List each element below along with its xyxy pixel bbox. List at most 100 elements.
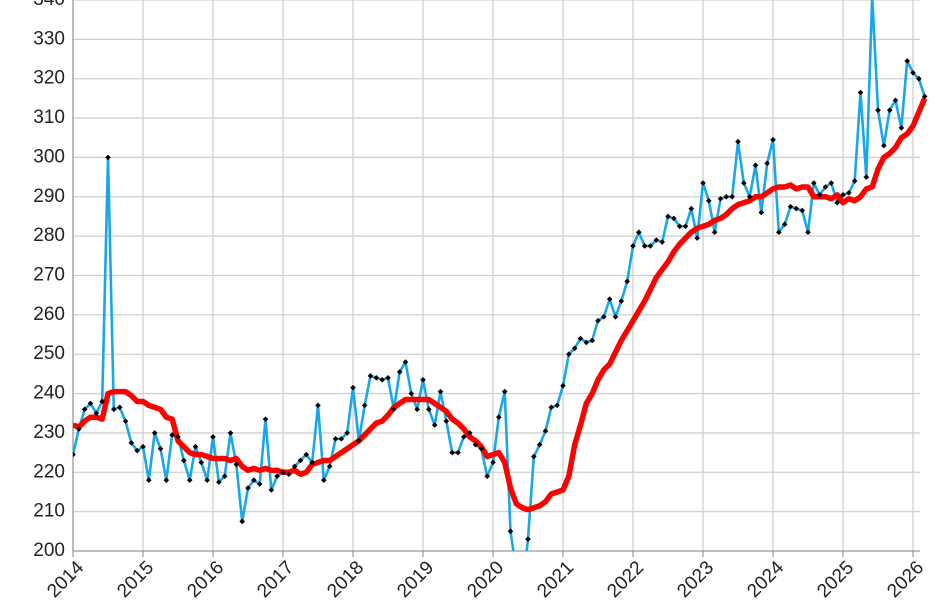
data-point (251, 477, 257, 483)
data-point (536, 441, 543, 448)
data-point (426, 406, 432, 413)
data-point (840, 192, 846, 198)
x-tick-label: 2020 (463, 557, 508, 600)
data-point (297, 457, 304, 464)
data-point (851, 178, 858, 184)
data-point (186, 477, 193, 483)
x-tick-label: 2025 (813, 557, 858, 600)
data-point (478, 445, 485, 452)
data-point (566, 351, 572, 358)
data-point (134, 447, 140, 454)
data-point (262, 416, 269, 422)
data-point (192, 443, 199, 450)
data-point (776, 229, 782, 236)
data-point (548, 404, 555, 411)
data-point (157, 445, 164, 452)
y-tick-label: 310 (33, 107, 65, 128)
y-tick-label: 270 (33, 265, 65, 286)
data-point (514, 568, 520, 574)
data-point (461, 434, 467, 440)
data-point (531, 453, 537, 460)
data-point (764, 160, 770, 167)
data-point (898, 125, 905, 131)
data-point (560, 382, 566, 389)
data-point (822, 184, 829, 190)
data-point (344, 430, 350, 436)
y-tick-label: 330 (33, 28, 65, 49)
data-point (73, 451, 76, 458)
data-point (449, 449, 455, 456)
data-point (221, 473, 228, 480)
data-point (735, 138, 741, 145)
data-point (204, 477, 210, 483)
y-tick-label: 340 (33, 0, 65, 10)
data-point (793, 205, 800, 212)
data-point (828, 180, 835, 186)
data-point (239, 518, 245, 525)
data-point (402, 359, 409, 365)
data-point (525, 536, 531, 542)
data-point (641, 243, 648, 249)
data-point (892, 97, 899, 104)
data-point (76, 426, 82, 432)
x-tick-label: 2018 (323, 557, 368, 600)
data-point (752, 162, 759, 169)
data-point (227, 430, 234, 436)
data-point (706, 197, 712, 204)
data-point (665, 213, 671, 220)
data-point (379, 376, 385, 383)
y-tick-label: 290 (33, 186, 65, 207)
data-point (175, 434, 181, 440)
data-point (291, 463, 298, 470)
data-point (694, 235, 700, 241)
data-point (758, 209, 765, 216)
data-point (571, 345, 578, 352)
data-point (151, 430, 158, 436)
data-point (146, 477, 152, 483)
data-point (653, 237, 660, 243)
data-point (904, 58, 910, 64)
y-tick-label: 230 (33, 422, 65, 443)
y-tick-label: 200 (33, 540, 65, 561)
data-point (373, 375, 380, 381)
data-point (589, 337, 595, 344)
data-point (659, 239, 665, 245)
data-point (875, 107, 881, 113)
data-point (414, 406, 420, 413)
data-point (455, 449, 461, 456)
data-point (99, 398, 105, 405)
data-point (216, 479, 222, 485)
x-tick-label: 2023 (673, 557, 718, 600)
data-point (729, 193, 735, 200)
data-point (396, 369, 403, 375)
data-point (140, 443, 146, 450)
data-point (846, 190, 852, 196)
data-point (280, 469, 286, 476)
data-point (233, 461, 240, 468)
data-point (671, 215, 677, 222)
data-point (624, 278, 630, 285)
data-point (163, 477, 170, 483)
data-point (198, 459, 205, 466)
x-tick-label: 2024 (743, 557, 788, 600)
data-point (787, 203, 794, 210)
data-point (490, 459, 496, 466)
data-point (484, 473, 490, 480)
data-point (921, 93, 928, 100)
data-point (799, 207, 805, 214)
data-point (256, 481, 263, 487)
data-point (431, 422, 438, 428)
data-point (519, 588, 525, 594)
data-point (81, 406, 88, 413)
plot-area (73, 0, 928, 594)
data-point (315, 402, 321, 409)
data-point (309, 459, 315, 466)
data-point (857, 89, 864, 96)
data-point (367, 373, 374, 379)
data-point (542, 428, 549, 434)
data-point (618, 298, 625, 304)
data-point (391, 406, 397, 413)
y-tick-label: 250 (33, 343, 65, 364)
data-point (122, 418, 129, 424)
x-tick-label: 2022 (603, 557, 648, 600)
